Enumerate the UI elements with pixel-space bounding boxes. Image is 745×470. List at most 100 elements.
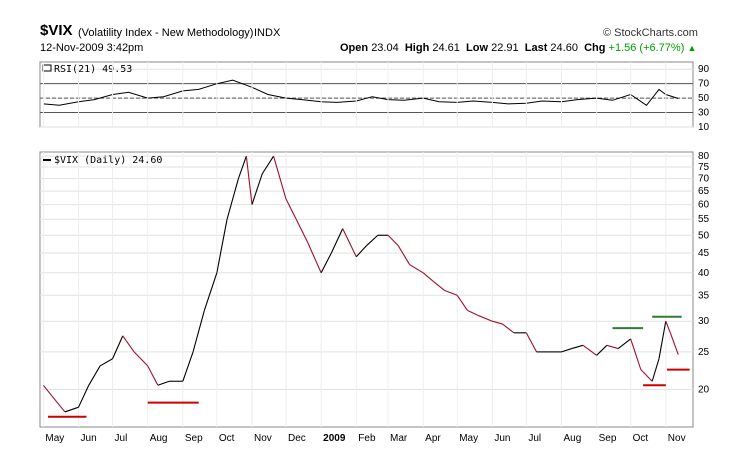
x-tick-label: Apr <box>425 433 441 444</box>
x-tick-label: Sep <box>185 433 203 444</box>
x-tick-label: Jun <box>494 433 510 444</box>
vix-price-segment <box>409 264 424 274</box>
x-tick-label: Mar <box>390 433 408 444</box>
vix-price-segment <box>203 272 218 311</box>
x-tick-label: Sep <box>599 433 617 444</box>
vix-price-segment <box>366 234 379 247</box>
vix-price-segment <box>582 344 597 356</box>
vix-ytick-label: 35 <box>698 290 710 301</box>
chg-value: +1.56 (+6.77%) <box>608 42 685 54</box>
vix-price-segment <box>216 219 228 273</box>
vix-price-segment <box>88 365 101 386</box>
vix-price-segment <box>355 245 367 258</box>
rsi-ytick-label: 30 <box>698 108 710 119</box>
rsi-panel-frame <box>39 61 694 128</box>
ticker-description: (Volatility Index - New Methodology) <box>78 27 254 39</box>
vix-ytick-label: 30 <box>698 316 710 327</box>
vix-legend-label: $VIX (Daily) 24.60 <box>54 155 162 166</box>
x-tick-label: Nov <box>668 433 686 444</box>
vix-ytick-label: 70 <box>698 174 710 185</box>
vix-price-segment <box>658 321 667 359</box>
x-tick-label: Feb <box>358 433 376 444</box>
vix-ytick-label: 60 <box>698 200 710 211</box>
x-tick-label: May <box>45 433 64 444</box>
vix-price-segment <box>617 338 631 349</box>
x-tick-label: Dec <box>288 433 306 444</box>
vix-ytick-label: 65 <box>698 186 710 197</box>
vix-price-segment <box>273 156 287 200</box>
vix-price-segment <box>342 228 357 258</box>
vix-price-segment <box>99 358 113 367</box>
vix-price-segment <box>226 178 239 220</box>
vix-price-segment <box>78 385 90 408</box>
x-tick-label: Nov <box>254 433 272 444</box>
rsi-ytick-label: 70 <box>698 79 710 90</box>
vix-ytick-label: 40 <box>698 268 710 279</box>
vix-price-segment <box>307 241 322 274</box>
low-value: 22.91 <box>491 42 519 54</box>
vix-price-segment <box>502 323 515 334</box>
vix-price-segment <box>320 252 332 274</box>
vix-price-segment <box>261 155 275 175</box>
vix-ytick-label: 80 <box>698 151 710 162</box>
x-tick-label: Jul <box>528 433 541 444</box>
vix-price-segment <box>245 156 253 205</box>
vix-price-segment <box>42 384 55 399</box>
vix-price-segment <box>112 335 124 359</box>
low-label: Low <box>466 42 489 54</box>
vix-price-segment <box>330 228 344 254</box>
high-value: 24.61 <box>432 42 460 54</box>
vix-price-segment <box>492 320 503 325</box>
vix-price-segment <box>285 198 297 220</box>
vix-price-segment <box>571 344 584 350</box>
vix-ytick-label: 75 <box>698 162 710 173</box>
vix-price-segment <box>397 245 411 265</box>
x-tick-label: Aug <box>563 433 581 444</box>
brand-watermark: © StockCharts.com <box>603 27 698 39</box>
vix-ytick-label: 50 <box>698 230 710 241</box>
rsi-legend-label: RSI(21) 49.53 <box>54 64 132 75</box>
rsi-ytick-label: 90 <box>698 64 710 75</box>
vix-price-segment <box>122 335 135 353</box>
open-label: Open <box>340 42 369 54</box>
vix-price-segment <box>237 155 247 179</box>
rsi-ytick-label: 10 <box>698 122 710 133</box>
vix-price-segment <box>64 406 79 413</box>
vix-price-segment <box>561 348 572 353</box>
last-label: Last <box>524 42 548 54</box>
rsi-line <box>43 79 679 106</box>
x-tick-label: Aug <box>150 433 168 444</box>
vix-price-segment <box>640 369 653 382</box>
up-arrow-icon: ▲ <box>687 43 697 53</box>
vix-price-segment <box>456 294 468 311</box>
vix-price-segment <box>433 281 446 291</box>
rsi-ytick-label: 50 <box>698 93 710 104</box>
x-tick-label: Oct <box>219 433 235 444</box>
vix-ytick-label: 25 <box>698 347 710 358</box>
vix-price-segment <box>525 332 538 353</box>
last-value: 24.60 <box>550 42 578 54</box>
open-value: 23.04 <box>371 42 399 54</box>
quote-bar: Open 23.04 High 24.61 Low 22.91 Last 24.… <box>340 42 696 54</box>
vix-price-segment <box>596 344 608 356</box>
vix-price-segment <box>665 321 671 334</box>
vix-price-segment <box>387 234 399 247</box>
timestamp: 12-Nov-2009 3:42pm <box>40 42 144 54</box>
vix-price-segment <box>133 351 149 367</box>
x-tick-label: Jun <box>81 433 97 444</box>
rsi-legend-marker <box>42 64 52 72</box>
x-tick-label: Oct <box>633 433 649 444</box>
vix-price-segment <box>651 358 660 382</box>
x-tick-label: May <box>459 433 478 444</box>
ticker-symbol: $VIX <box>40 22 73 39</box>
vix-ytick-label: 45 <box>698 248 710 259</box>
vix-price-segment <box>478 315 493 322</box>
vix-price-segment <box>669 332 679 355</box>
x-tick-label: Jul <box>115 433 128 444</box>
vix-price-segment <box>467 309 479 317</box>
vix-price-segment <box>192 310 205 353</box>
vix-price-segment <box>422 272 434 282</box>
vix-ytick-label: 55 <box>698 214 710 225</box>
vix-price-segment <box>630 338 642 370</box>
